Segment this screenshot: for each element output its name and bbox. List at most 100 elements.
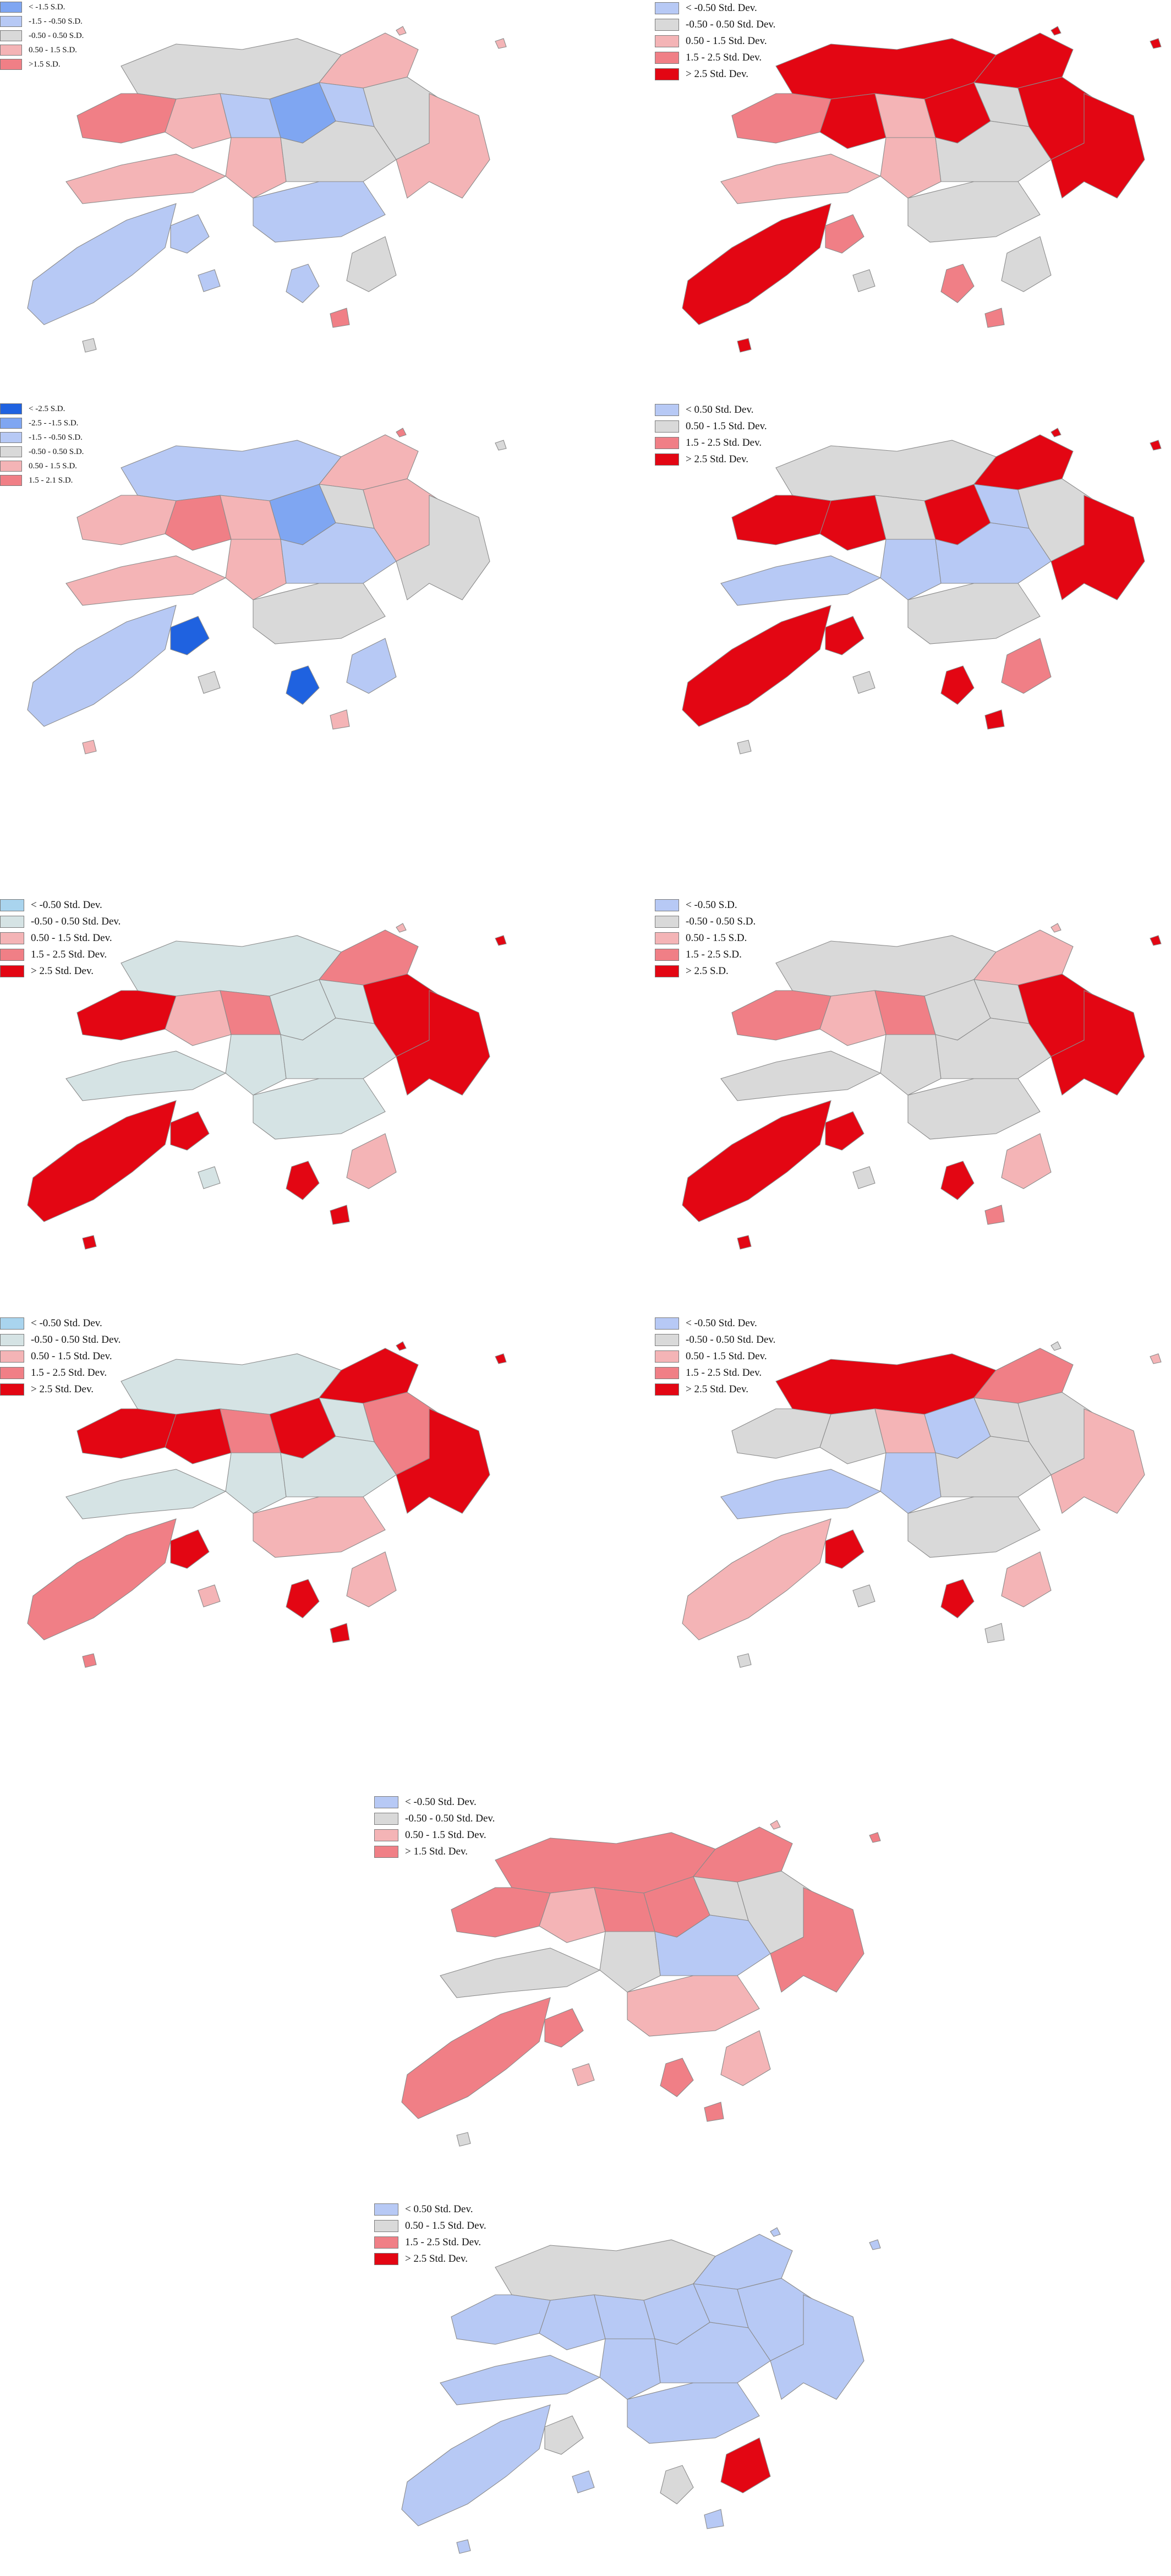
district-region (907, 181, 1041, 243)
choropleth-map (27, 923, 507, 1250)
legend-item: > 2.5 Std. Dev. (374, 2251, 486, 2267)
legend-label: 0.50 - 1.5 Std. Dev. (686, 35, 767, 47)
islet-region (852, 1584, 875, 1607)
islet-region (396, 1341, 407, 1351)
district-region (396, 990, 490, 1096)
islet-region (1050, 923, 1061, 933)
district-region (225, 1034, 287, 1096)
district-region (1001, 1551, 1052, 1607)
islet-region (198, 269, 221, 292)
district-region (682, 605, 831, 727)
legend-swatch (374, 2220, 398, 2232)
district-region (880, 137, 942, 199)
legend-label: -1.5 - -0.50 S.D. (29, 17, 83, 26)
map-panel: < 0.50 Std. Dev. 0.50 - 1.5 Std. Dev. 1.5 … (374, 2201, 881, 2564)
legend-item: -0.50 - 0.50 S.D. (655, 914, 756, 930)
district-region (225, 1452, 287, 1514)
legend-label: > 2.5 S.D. (686, 965, 729, 977)
islet-region (82, 1653, 97, 1668)
district-region (76, 990, 177, 1041)
map-legend: < -0.50 Std. Dev. -0.50 - 0.50 Std. Dev. 0… (655, 0, 775, 83)
map-legend: < -0.50 Std. Dev. -0.50 - 0.50 Std. Dev. 0… (374, 1794, 495, 1860)
district-region (935, 1018, 1052, 1079)
district-region (165, 990, 232, 1046)
legend-label: < -0.50 Std. Dev. (31, 899, 102, 911)
islet-region (396, 923, 407, 933)
district-region (253, 181, 386, 243)
map-legend: < 0.50 Std. Dev. 0.50 - 1.5 Std. Dev. 1.5 … (374, 2201, 486, 2267)
legend-swatch (0, 949, 24, 961)
legend-item: -0.50 - 0.50 Std. Dev. (374, 1811, 495, 1827)
legend-item: > 2.5 S.D. (655, 963, 756, 980)
legend-swatch (374, 1846, 398, 1858)
choropleth-map (682, 1341, 1162, 1668)
legend-item: -0.50 - 0.50 Std. Dev. (0, 1332, 121, 1348)
legend-swatch (655, 2, 679, 14)
district-region (731, 93, 831, 144)
legend-swatch (655, 453, 679, 466)
islet-region (82, 1235, 97, 1250)
legend-item: 0.50 - 1.5 Std. Dev. (374, 2218, 486, 2234)
legend-item: -0.50 - 0.50 S.D. (0, 445, 84, 459)
legend-swatch (0, 1317, 24, 1330)
islet-region (286, 264, 320, 303)
legend-swatch (0, 446, 22, 457)
legend-swatch (374, 2236, 398, 2249)
islet-region (1150, 440, 1162, 451)
legend-item: 0.50 - 1.5 Std. Dev. (0, 1348, 121, 1365)
legend-label: -0.50 - 0.50 S.D. (686, 916, 756, 927)
legend-label: < -0.50 S.D. (686, 899, 737, 911)
district-region (396, 93, 490, 199)
map-legend: < -0.50 Std. Dev. -0.50 - 0.50 Std. Dev. 0… (0, 897, 121, 980)
district-region (731, 990, 831, 1041)
legend-swatch (0, 932, 24, 944)
legend-swatch (0, 2, 22, 13)
legend-swatch (655, 404, 679, 416)
legend-swatch (0, 16, 22, 27)
legend-item: 0.50 - 1.5 Std. Dev. (655, 1348, 775, 1365)
legend-swatch (655, 68, 679, 80)
legend-swatch (655, 1317, 679, 1330)
legend-label: -1.5 - -0.50 S.D. (29, 433, 83, 442)
district-region (935, 1436, 1052, 1497)
islet-region (737, 740, 752, 754)
legend-label: < -0.50 Std. Dev. (405, 1796, 477, 1808)
district-region (627, 1975, 760, 2037)
legend-label: > 2.5 Std. Dev. (686, 1383, 748, 1395)
legend-label: -2.5 - -1.5 S.D. (29, 418, 79, 428)
district-region (539, 1887, 606, 1943)
legend-item: -0.50 - 0.50 Std. Dev. (0, 914, 121, 930)
islet-region (940, 1579, 975, 1618)
legend-label: 0.50 - 1.5 Std. Dev. (405, 1829, 486, 1841)
legend-swatch (655, 916, 679, 928)
district-region (1001, 1133, 1052, 1189)
district-region (440, 2355, 601, 2405)
islet-region (852, 269, 875, 292)
district-region (819, 1408, 887, 1464)
legend-item: 1.5 - 2.5 S.D. (655, 947, 756, 963)
legend-item: 1.5 - 2.5 Std. Dev. (0, 947, 121, 963)
district-region (819, 990, 887, 1046)
legend-item: -1.5 - -0.50 S.D. (0, 14, 84, 29)
district-region (682, 203, 831, 325)
district-region (27, 203, 177, 325)
district-region (76, 1408, 177, 1459)
choropleth-map (401, 1820, 881, 2147)
district-region (654, 2322, 771, 2383)
district-region (720, 2030, 771, 2086)
islet-region (330, 1623, 350, 1643)
district-region (65, 1051, 227, 1101)
district-region (1050, 495, 1145, 600)
islet-region (396, 26, 407, 36)
legend-swatch (0, 1383, 24, 1396)
district-region (907, 1496, 1041, 1558)
legend-item: 0.50 - 1.5 S.D. (0, 43, 84, 57)
legend-swatch (0, 45, 22, 56)
district-region (346, 1551, 397, 1607)
district-region (825, 214, 864, 254)
district-region (396, 1408, 490, 1514)
map-panel: < -0.50 Std. Dev. -0.50 - 0.50 Std. Dev. 0… (655, 0, 1162, 363)
legend-item: -0.50 - 0.50 S.D. (0, 29, 84, 43)
legend-item: < -2.5 S.D. (0, 402, 84, 416)
legend-item: > 1.5 Std. Dev. (374, 1844, 495, 1860)
